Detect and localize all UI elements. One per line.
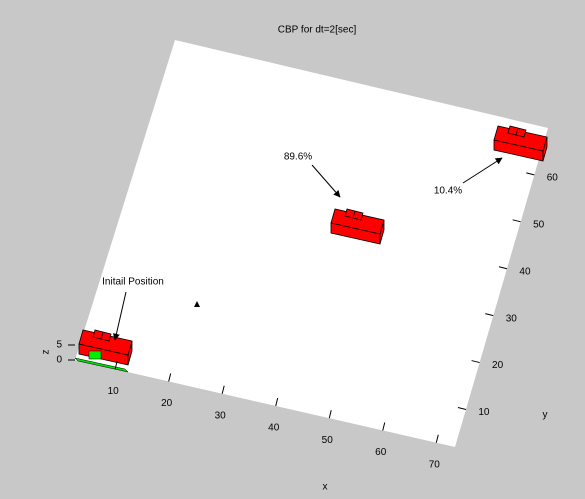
y-tick xyxy=(485,313,494,317)
plot-plane xyxy=(75,40,548,447)
x-tick-label: 10 xyxy=(108,386,120,397)
x-axis-label: x xyxy=(323,482,328,493)
x-tick-label: 50 xyxy=(322,435,334,446)
y-axis-label: y xyxy=(543,410,548,421)
y-tick-label: 10 xyxy=(478,407,490,418)
y-tick-label: 20 xyxy=(492,360,504,371)
x-tick-label: 40 xyxy=(268,423,280,434)
z-tick-label: 0 xyxy=(56,355,62,366)
x-tick xyxy=(275,397,279,407)
y-tick xyxy=(498,266,508,270)
x-tick-label: 60 xyxy=(375,447,387,458)
chart-title: CBP for dt=2[sec] xyxy=(278,25,357,36)
annotation: 10.4% xyxy=(434,186,462,197)
y-tick-label: 60 xyxy=(547,173,559,184)
x-tick xyxy=(328,410,332,419)
start-area xyxy=(74,357,129,373)
marker xyxy=(194,301,200,307)
y-tick xyxy=(512,219,521,223)
y-tick-label: 40 xyxy=(519,266,531,277)
start-marker xyxy=(88,350,102,360)
y-tick xyxy=(526,172,535,176)
annotation: Initail Position xyxy=(102,277,164,288)
z-tick-label: 5 xyxy=(56,340,62,351)
arrow xyxy=(462,157,503,184)
arrow xyxy=(112,291,127,341)
x-tick-label: 20 xyxy=(161,398,173,409)
x-tick xyxy=(114,361,118,370)
x-tick xyxy=(382,422,386,431)
y-tick-label: 30 xyxy=(506,313,518,324)
x-tick xyxy=(435,434,439,443)
y-tick-label: 50 xyxy=(533,219,545,230)
z-axis-label: z xyxy=(41,350,52,355)
annotation: 89.6% xyxy=(284,152,312,163)
y-tick xyxy=(457,406,467,410)
arrow xyxy=(311,164,341,198)
x-tick xyxy=(221,385,225,394)
x-tick-label: 70 xyxy=(429,459,441,470)
x-tick-label: 30 xyxy=(215,410,227,421)
x-tick xyxy=(168,373,172,382)
y-tick xyxy=(471,360,480,364)
